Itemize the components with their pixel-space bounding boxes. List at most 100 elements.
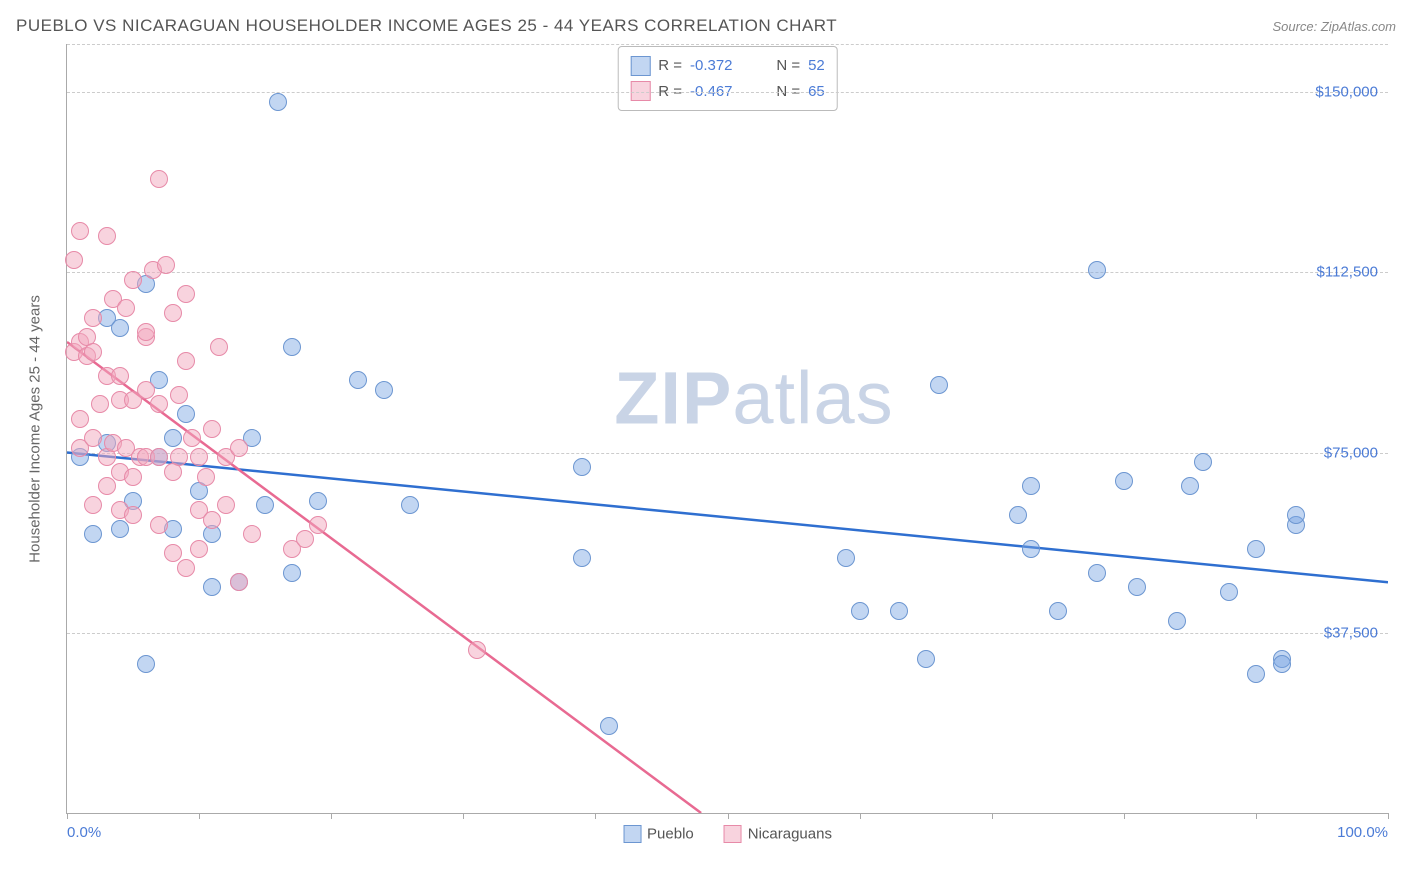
data-point bbox=[84, 496, 102, 514]
data-point bbox=[1022, 477, 1040, 495]
data-point bbox=[1220, 583, 1238, 601]
x-tick bbox=[728, 813, 729, 819]
y-tick-label: $75,000 bbox=[1324, 444, 1378, 461]
data-point bbox=[111, 319, 129, 337]
legend-swatch bbox=[724, 825, 742, 843]
data-point bbox=[71, 222, 89, 240]
data-point bbox=[1273, 655, 1291, 673]
chart-header: PUEBLO VS NICARAGUAN HOUSEHOLDER INCOME … bbox=[10, 10, 1396, 42]
data-point bbox=[150, 395, 168, 413]
legend-item: Nicaraguans bbox=[724, 825, 832, 843]
data-point bbox=[1088, 564, 1106, 582]
data-point bbox=[837, 549, 855, 567]
data-point bbox=[851, 602, 869, 620]
data-point bbox=[177, 559, 195, 577]
legend-bottom: Pueblo Nicaraguans bbox=[623, 825, 832, 843]
data-point bbox=[98, 477, 116, 495]
data-point bbox=[111, 520, 129, 538]
data-point bbox=[111, 367, 129, 385]
legend-swatch bbox=[623, 825, 641, 843]
data-point bbox=[269, 93, 287, 111]
legend-stats-row: R = -0.372 N = 52 bbox=[630, 53, 825, 79]
data-point bbox=[1115, 472, 1133, 490]
x-tick bbox=[199, 813, 200, 819]
x-tick bbox=[860, 813, 861, 819]
data-point bbox=[91, 395, 109, 413]
data-point bbox=[124, 271, 142, 289]
data-point bbox=[600, 717, 618, 735]
y-tick-label: $150,000 bbox=[1315, 84, 1378, 101]
data-point bbox=[573, 549, 591, 567]
legend-label: Nicaraguans bbox=[748, 825, 832, 842]
legend-r-prefix: R = bbox=[658, 53, 682, 79]
data-point bbox=[84, 343, 102, 361]
x-tick-label: 100.0% bbox=[1337, 824, 1388, 841]
data-point bbox=[98, 227, 116, 245]
y-axis-title: Householder Income Ages 25 - 44 years bbox=[27, 295, 44, 563]
data-point bbox=[296, 530, 314, 548]
data-point bbox=[71, 410, 89, 428]
x-tick bbox=[1256, 813, 1257, 819]
data-point bbox=[203, 578, 221, 596]
x-tick bbox=[331, 813, 332, 819]
data-point bbox=[164, 429, 182, 447]
gridline-h bbox=[67, 453, 1388, 454]
data-point bbox=[283, 338, 301, 356]
data-point bbox=[283, 564, 301, 582]
data-point bbox=[190, 448, 208, 466]
data-point bbox=[230, 573, 248, 591]
data-point bbox=[468, 641, 486, 659]
data-point bbox=[1247, 540, 1265, 558]
data-point bbox=[309, 492, 327, 510]
data-point bbox=[890, 602, 908, 620]
data-point bbox=[170, 386, 188, 404]
data-point bbox=[930, 376, 948, 394]
legend-item: Pueblo bbox=[623, 825, 694, 843]
data-point bbox=[177, 352, 195, 370]
x-tick bbox=[67, 813, 68, 819]
legend-r-value: -0.372 bbox=[690, 53, 760, 79]
data-point bbox=[137, 323, 155, 341]
data-point bbox=[65, 251, 83, 269]
legend-stats-swatch bbox=[630, 56, 650, 76]
gridline-h bbox=[67, 272, 1388, 273]
data-point bbox=[375, 381, 393, 399]
data-point bbox=[1009, 506, 1027, 524]
data-point bbox=[210, 338, 228, 356]
data-point bbox=[1168, 612, 1186, 630]
data-point bbox=[177, 405, 195, 423]
data-point bbox=[84, 429, 102, 447]
legend-n-value: 52 bbox=[808, 53, 825, 79]
data-point bbox=[137, 655, 155, 673]
legend-n-prefix: N = bbox=[768, 53, 800, 79]
data-point bbox=[84, 525, 102, 543]
data-point bbox=[1088, 261, 1106, 279]
data-point bbox=[164, 544, 182, 562]
data-point bbox=[117, 299, 135, 317]
legend-stats-box: R = -0.372 N = 52R = -0.467 N = 65 bbox=[617, 46, 838, 111]
data-point bbox=[157, 256, 175, 274]
x-tick bbox=[1124, 813, 1125, 819]
data-point bbox=[150, 170, 168, 188]
data-point bbox=[401, 496, 419, 514]
data-point bbox=[203, 511, 221, 529]
y-tick-label: $37,500 bbox=[1324, 624, 1378, 641]
data-point bbox=[190, 540, 208, 558]
gridline-h bbox=[67, 633, 1388, 634]
trend-lines bbox=[67, 44, 1388, 813]
data-point bbox=[170, 448, 188, 466]
x-tick bbox=[463, 813, 464, 819]
data-point bbox=[183, 429, 201, 447]
data-point bbox=[164, 304, 182, 322]
watermark: ZIPatlas bbox=[614, 355, 893, 440]
x-tick bbox=[1388, 813, 1389, 819]
data-point bbox=[137, 381, 155, 399]
data-point bbox=[124, 468, 142, 486]
data-point bbox=[124, 506, 142, 524]
chart-area: Householder Income Ages 25 - 44 years ZI… bbox=[10, 42, 1396, 872]
data-point bbox=[217, 496, 235, 514]
data-point bbox=[309, 516, 327, 534]
data-point bbox=[177, 285, 195, 303]
x-tick bbox=[992, 813, 993, 819]
chart-title: PUEBLO VS NICARAGUAN HOUSEHOLDER INCOME … bbox=[16, 16, 837, 36]
